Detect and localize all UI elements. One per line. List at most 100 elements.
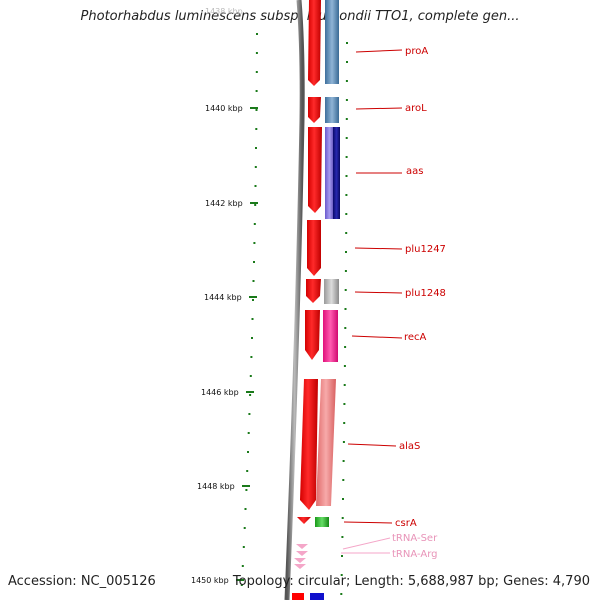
ruler-dot	[253, 261, 255, 263]
feature-arrow	[300, 379, 318, 510]
gene-block-aas-a	[325, 127, 334, 219]
ruler-dot	[244, 508, 247, 510]
gene-block-alaS	[316, 379, 336, 506]
ruler-dot	[345, 137, 348, 139]
ruler-dot	[342, 479, 345, 481]
gene-label-csrA: csrA	[395, 518, 417, 529]
gene-label-aroL: aroL	[405, 103, 427, 114]
ruler-dot	[251, 318, 254, 320]
ruler-dot	[340, 574, 343, 576]
ruler-tick-label: 1448 kbp	[197, 482, 235, 491]
feature-arrow	[308, 127, 322, 213]
genome-summary-text: Topology: circular; Length: 5,688,987 bp…	[232, 574, 590, 589]
ruler-tick-label: 1440 kbp	[205, 104, 243, 113]
ruler-dot	[254, 204, 257, 206]
gene-block-proA	[325, 0, 339, 84]
ruler-dot	[255, 52, 258, 54]
gene-block-aas-b	[333, 127, 340, 219]
gene-labels: proA aroL aas plu1247 plu1248 recA alaS …	[392, 46, 446, 560]
ruler-dot	[341, 536, 344, 538]
feature-arrow	[297, 517, 311, 524]
ruler-dot	[343, 365, 346, 367]
feature-arrow	[307, 220, 321, 276]
ruler-dot	[345, 80, 348, 82]
ruler-dot	[250, 356, 253, 358]
ruler-dot	[344, 270, 347, 272]
ruler-dot	[345, 175, 348, 177]
ruler-dot	[246, 470, 249, 472]
feature-arrow	[308, 97, 321, 123]
ruler-dot	[254, 185, 257, 187]
feature-arrow	[306, 279, 321, 303]
ruler-dot	[344, 346, 347, 348]
gene-label-trna-arg: tRNA-Arg	[392, 549, 437, 560]
ruler-dot	[252, 299, 254, 301]
ruler-dot	[247, 451, 249, 453]
ruler-dot	[255, 71, 258, 73]
ruler-dot	[345, 118, 348, 120]
leader-line-trna-ser	[342, 537, 391, 550]
ruler-dot	[345, 156, 348, 158]
feature-arrow	[308, 0, 321, 86]
ruler-dot	[256, 33, 258, 35]
ruler-dot	[345, 251, 347, 253]
leader-line-recA	[351, 335, 403, 339]
ruler-dot	[243, 527, 246, 529]
leader-line-plu1247	[354, 247, 403, 250]
ruler-tick	[249, 296, 257, 298]
ruler-dot	[252, 280, 255, 282]
ruler-dot	[247, 432, 250, 434]
leader-line-plu1248	[354, 291, 403, 294]
trna-ser-chevron	[296, 551, 308, 556]
gene-label-aas: aas	[406, 166, 423, 177]
gene-block-csrA	[315, 517, 329, 527]
ruler-dot	[345, 99, 348, 101]
leader-line-alaS	[347, 443, 397, 447]
ruler-dot	[346, 42, 348, 44]
ruler-dot	[255, 147, 257, 149]
ruler-dot	[344, 327, 347, 329]
ruler-dot	[341, 555, 343, 557]
ruler-tick	[250, 202, 258, 204]
ruler-dot	[240, 584, 243, 586]
feature-arrow	[305, 310, 320, 360]
genome-backbone	[284, 0, 305, 600]
ruler-dot	[249, 375, 252, 377]
ruler-dot	[343, 403, 346, 405]
ruler-tick	[250, 107, 258, 109]
gene-block-end	[310, 593, 324, 600]
ruler-tick-label: 1444 kbp	[204, 293, 242, 302]
ruler-dot	[242, 546, 245, 548]
ruler-dot	[344, 308, 347, 310]
leader-line-proA	[355, 49, 403, 53]
ruler-dot	[340, 593, 343, 595]
ruler-dot	[342, 498, 344, 500]
ruler-dot-ring	[240, 33, 348, 595]
trna-arg-chevron	[294, 564, 306, 569]
leader-line-csrA	[343, 521, 393, 524]
ruler-dot	[251, 337, 253, 339]
gene-label-alaS: alaS	[399, 441, 420, 452]
trna-chevrons	[294, 544, 308, 569]
ruler-dot	[241, 565, 244, 567]
ruler-dot	[255, 109, 258, 111]
ruler-tick-label: 1442 kbp	[205, 199, 243, 208]
feature-block	[292, 593, 304, 600]
ruler-dot	[253, 242, 256, 244]
ruler-dot	[255, 128, 258, 130]
ruler-tick-label: 1446 kbp	[201, 388, 239, 397]
gene-ring-inner	[310, 0, 340, 600]
gene-label-plu1248: plu1248	[405, 288, 446, 299]
gene-label-trna-ser: tRNA-Ser	[392, 533, 438, 544]
ruler-dot	[245, 489, 248, 491]
trna-ser-chevron	[296, 544, 308, 549]
gene-block-recA	[323, 310, 338, 362]
ruler-dot	[255, 90, 258, 92]
ruler-cut-label: 1438 kbp	[205, 7, 243, 16]
ruler-dot	[344, 289, 347, 291]
gene-label-proA: proA	[405, 46, 428, 57]
ruler-dot	[248, 413, 251, 415]
trna-arg-chevron	[294, 558, 306, 563]
gene-leaders	[341, 49, 403, 554]
